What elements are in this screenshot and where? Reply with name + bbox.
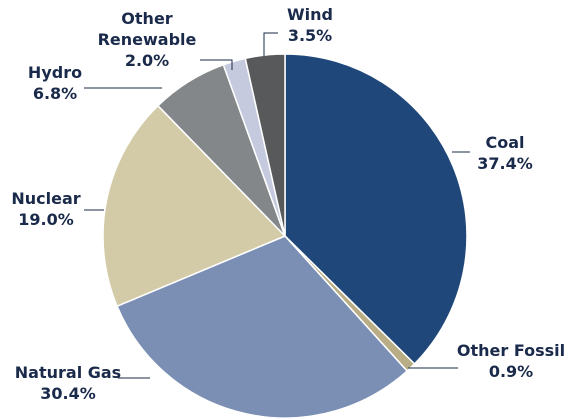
slice-label: Wind 3.5% [270,4,350,46]
slice-value: 19.0% [18,210,74,229]
leader-line [200,59,233,70]
slice-value: 3.5% [287,26,333,45]
slice-value: 6.8% [32,84,78,103]
slice-name: Hydro [27,63,83,82]
slice-name: Wind [287,5,333,24]
slice-label: Nuclear 19.0% [6,188,86,230]
slice-value: 2.0% [124,51,170,70]
pie-slice [116,235,409,419]
slice-value: 37.4% [477,154,533,173]
slice-name: Coal [485,133,525,152]
slice-label: Coal 37.4% [470,132,540,174]
leader-line [263,32,278,56]
slice-label: Other Renewable 2.0% [92,8,202,71]
pie-slice [102,104,287,308]
slice-value: 30.4% [40,384,96,403]
slice-name: Natural Gas [14,363,122,382]
slice-name: Nuclear [11,189,81,208]
pie-slice [244,53,286,237]
slice-value: 0.9% [488,362,534,381]
slice-name: Other Renewable [97,9,197,49]
pie-slice [284,53,468,365]
slice-name: Other Fossil [456,341,566,360]
slice-label: Hydro 6.8% [20,62,90,104]
slice-label: Natural Gas 30.4% [8,362,128,404]
slice-label: Other Fossil 0.9% [455,340,567,382]
